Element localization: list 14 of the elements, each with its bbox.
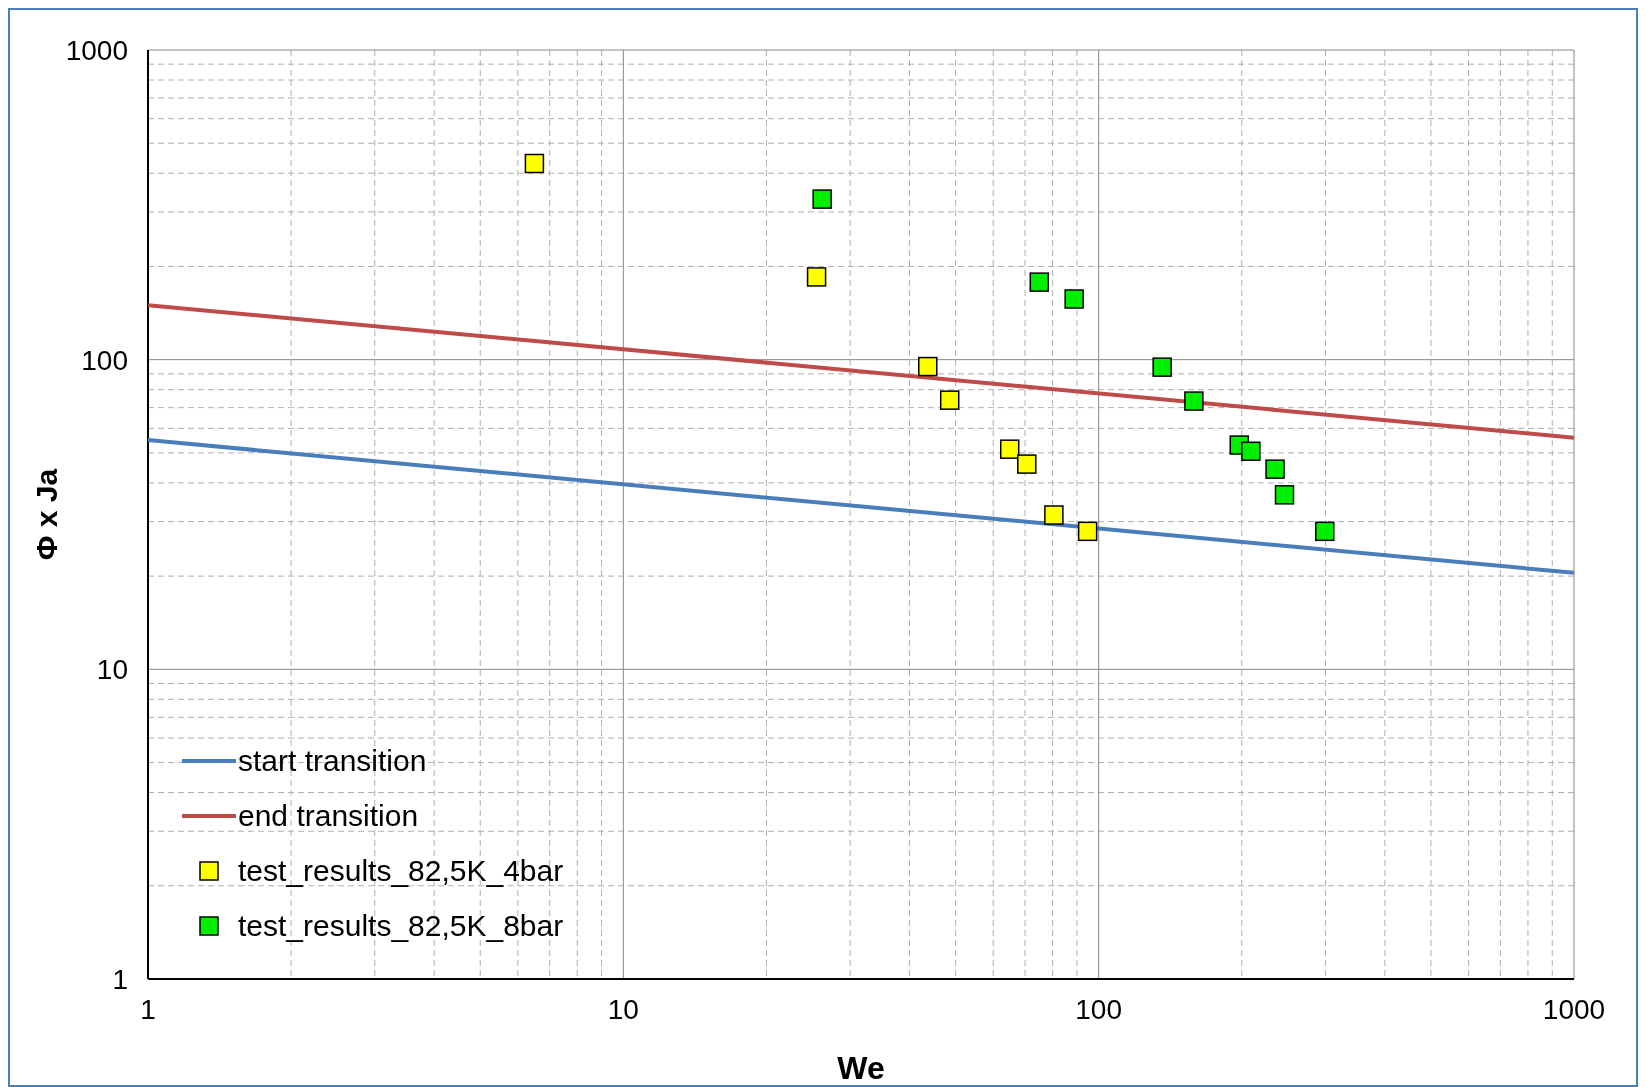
x-tick-label: 1 bbox=[140, 993, 156, 1025]
x-tick-label: 10 bbox=[607, 993, 639, 1025]
x-axis-title: We bbox=[837, 1050, 885, 1086]
y-tick-label: 10 bbox=[96, 654, 128, 686]
legend-label: test_results_82,5K_4bar bbox=[238, 853, 564, 888]
y-tick-label: 1000 bbox=[65, 34, 128, 66]
y-axis-title: Φ x Ja bbox=[29, 468, 63, 561]
y-tick-label: 1 bbox=[112, 963, 128, 995]
legend-label: test_results_82,5K_8bar bbox=[238, 908, 564, 943]
y-tick-label: 100 bbox=[81, 344, 128, 376]
x-tick-label: 1000 bbox=[1542, 993, 1606, 1025]
legend-label: start transition bbox=[238, 743, 427, 778]
legend-label: end transition bbox=[238, 798, 419, 833]
x-tick-label: 100 bbox=[1075, 993, 1123, 1025]
